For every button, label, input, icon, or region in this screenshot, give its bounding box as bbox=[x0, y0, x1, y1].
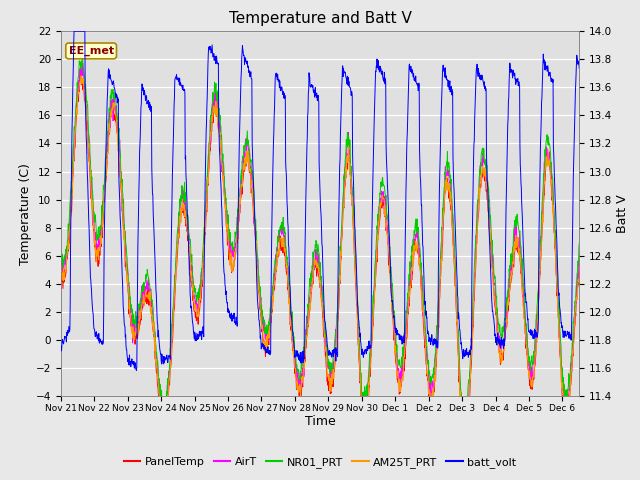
AirT bbox=[460, 438, 467, 444]
AirT bbox=[79, 60, 86, 66]
AirT bbox=[160, 398, 168, 404]
AirT bbox=[57, 260, 65, 266]
NR01_PRT bbox=[79, 56, 86, 61]
AM25T_PRT bbox=[150, 335, 158, 340]
batt_volt bbox=[151, 244, 159, 250]
Y-axis label: Temperature (C): Temperature (C) bbox=[19, 163, 31, 264]
batt_volt bbox=[508, 66, 515, 72]
AM25T_PRT bbox=[160, 408, 168, 414]
NR01_PRT bbox=[207, 113, 214, 119]
NR01_PRT bbox=[460, 425, 468, 431]
batt_volt bbox=[70, 28, 78, 34]
PanelTemp bbox=[160, 408, 168, 413]
PanelTemp bbox=[254, 270, 262, 276]
NR01_PRT bbox=[150, 322, 158, 327]
Title: Temperature and Batt V: Temperature and Batt V bbox=[228, 11, 412, 26]
batt_volt bbox=[254, 306, 262, 312]
AirT bbox=[508, 266, 515, 272]
AirT bbox=[575, 262, 583, 267]
PanelTemp bbox=[57, 272, 65, 278]
AM25T_PRT bbox=[77, 73, 85, 79]
AM25T_PRT bbox=[207, 129, 214, 135]
AM25T_PRT bbox=[575, 274, 583, 280]
PanelTemp bbox=[575, 263, 583, 269]
NR01_PRT bbox=[449, 217, 457, 223]
AM25T_PRT bbox=[461, 439, 468, 444]
PanelTemp bbox=[460, 442, 467, 447]
PanelTemp bbox=[77, 72, 84, 78]
PanelTemp bbox=[207, 141, 214, 146]
Line: PanelTemp: PanelTemp bbox=[61, 75, 579, 444]
AirT bbox=[254, 257, 262, 263]
AM25T_PRT bbox=[57, 262, 65, 267]
NR01_PRT bbox=[254, 254, 262, 260]
AirT bbox=[449, 230, 457, 236]
AirT bbox=[150, 327, 158, 333]
AM25T_PRT bbox=[254, 275, 262, 280]
NR01_PRT bbox=[508, 262, 515, 267]
batt_volt bbox=[132, 368, 140, 373]
PanelTemp bbox=[449, 243, 457, 249]
PanelTemp bbox=[508, 277, 515, 283]
batt_volt bbox=[207, 50, 215, 56]
batt_volt bbox=[57, 346, 65, 352]
Line: AM25T_PRT: AM25T_PRT bbox=[61, 76, 579, 442]
AirT bbox=[207, 139, 214, 144]
AM25T_PRT bbox=[449, 244, 457, 250]
batt_volt bbox=[161, 354, 168, 360]
Y-axis label: Batt V: Batt V bbox=[616, 194, 629, 233]
Line: AirT: AirT bbox=[61, 63, 579, 441]
NR01_PRT bbox=[575, 240, 583, 246]
batt_volt bbox=[575, 65, 583, 71]
NR01_PRT bbox=[57, 258, 65, 264]
Line: batt_volt: batt_volt bbox=[61, 31, 579, 371]
X-axis label: Time: Time bbox=[305, 415, 335, 429]
NR01_PRT bbox=[160, 403, 168, 408]
Legend: PanelTemp, AirT, NR01_PRT, AM25T_PRT, batt_volt: PanelTemp, AirT, NR01_PRT, AM25T_PRT, ba… bbox=[119, 452, 521, 472]
batt_volt bbox=[450, 181, 458, 187]
Line: NR01_PRT: NR01_PRT bbox=[61, 59, 579, 428]
AM25T_PRT bbox=[508, 268, 515, 274]
PanelTemp bbox=[150, 334, 158, 339]
Text: EE_met: EE_met bbox=[68, 46, 114, 56]
